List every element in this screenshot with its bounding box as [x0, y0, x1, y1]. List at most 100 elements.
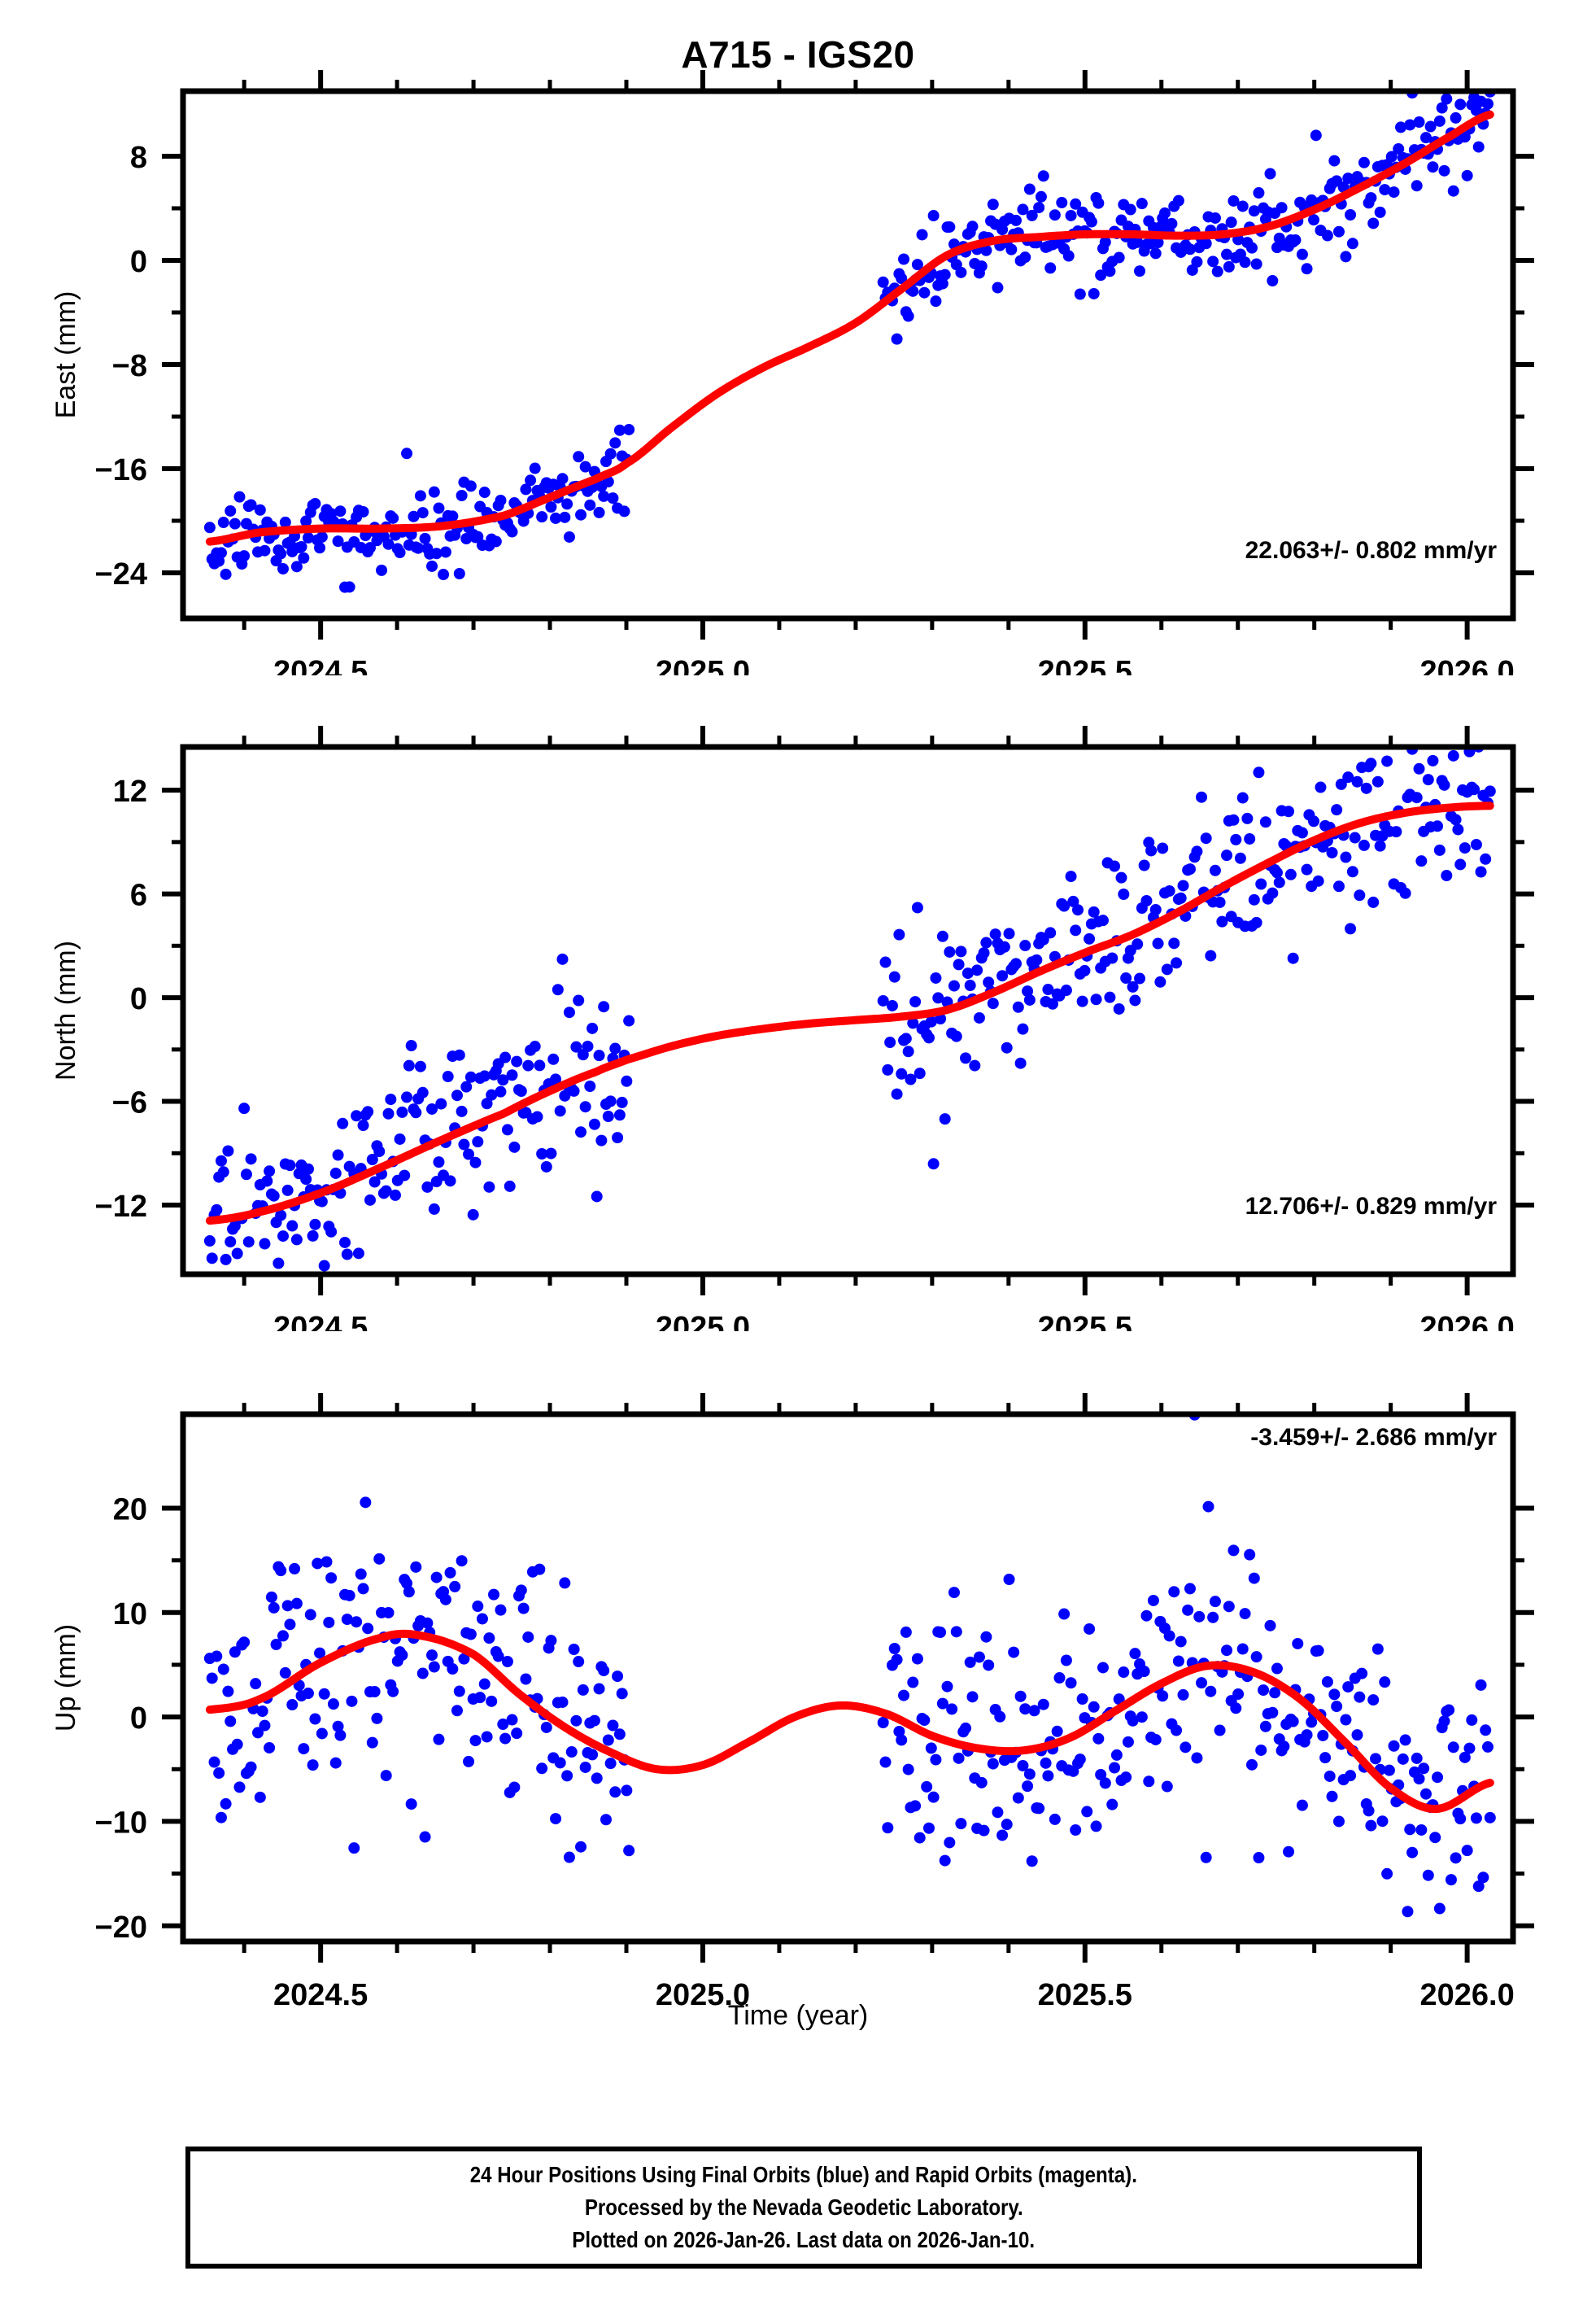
- data-point: [593, 1050, 605, 1062]
- data-point: [1354, 889, 1366, 902]
- data-point: [556, 953, 569, 965]
- data-point: [598, 1665, 610, 1677]
- data-point: [511, 1055, 523, 1068]
- data-point: [998, 941, 1010, 953]
- data-point: [1481, 98, 1494, 110]
- data-point: [550, 1813, 562, 1825]
- data-point: [1477, 1871, 1489, 1884]
- data-point: [215, 1155, 227, 1167]
- data-point: [1461, 169, 1473, 181]
- data-point: [264, 1741, 276, 1754]
- data-point: [318, 1688, 330, 1700]
- data-point: [290, 1597, 303, 1609]
- data-point: [300, 515, 312, 527]
- data-point: [935, 1627, 947, 1639]
- data-point: [1184, 243, 1196, 255]
- data-point: [240, 1168, 252, 1181]
- data-point: [536, 1762, 548, 1775]
- data-point: [1163, 884, 1175, 897]
- data-point: [421, 1617, 434, 1629]
- data-point: [360, 1496, 372, 1509]
- data-point: [623, 423, 635, 435]
- data-point: [1223, 1601, 1235, 1613]
- data-point: [1113, 1002, 1125, 1015]
- data-point: [953, 1752, 965, 1764]
- data-point: [936, 1697, 948, 1710]
- data-point: [1427, 754, 1439, 766]
- data-point: [588, 1714, 600, 1727]
- data-point: [318, 1260, 330, 1272]
- data-point: [416, 507, 429, 519]
- data-point: [220, 568, 232, 580]
- data-point: [467, 1208, 479, 1221]
- data-point: [1115, 871, 1127, 884]
- data-point: [405, 1040, 417, 1052]
- data-point: [1049, 209, 1061, 221]
- data-point: [1207, 255, 1219, 268]
- data-point: [351, 1616, 363, 1628]
- data-point: [1381, 755, 1393, 767]
- data-point: [206, 1672, 218, 1684]
- data-point: [279, 1666, 291, 1679]
- data-point: [1200, 1851, 1212, 1863]
- rate-annotation: -3.459+/- 2.686 mm/yr: [1250, 1424, 1497, 1451]
- data-point: [907, 1017, 919, 1029]
- data-point: [944, 1837, 956, 1849]
- data-point: [1136, 1711, 1148, 1723]
- data-point: [1129, 1648, 1141, 1660]
- data-point: [1138, 1666, 1150, 1678]
- data-point: [891, 1088, 903, 1100]
- data-point: [206, 1252, 218, 1264]
- data-point: [1433, 844, 1446, 856]
- data-point: [1236, 792, 1249, 804]
- data-point: [373, 1553, 386, 1565]
- data-point: [453, 567, 465, 579]
- data-point: [1209, 1596, 1221, 1608]
- data-point: [298, 1743, 310, 1755]
- data-point: [357, 1583, 369, 1595]
- data-point: [568, 1085, 580, 1097]
- data-point: [1065, 1677, 1077, 1689]
- data-point: [215, 547, 227, 559]
- data-point: [1245, 242, 1258, 254]
- data-point: [1023, 1768, 1036, 1780]
- data-point: [203, 1235, 216, 1247]
- data-point: [1351, 1729, 1363, 1741]
- data-point: [577, 1684, 589, 1696]
- data-point: [877, 276, 889, 288]
- data-point: [352, 1247, 364, 1260]
- data-point: [1321, 229, 1333, 242]
- data-point: [428, 1203, 440, 1215]
- data-point: [259, 544, 271, 557]
- caption-box: 24 Hour Positions Using Final Orbits (bl…: [185, 2147, 1422, 2269]
- data-point: [907, 285, 919, 297]
- data-point: [309, 497, 321, 509]
- data-point: [879, 956, 892, 968]
- data-point: [1371, 775, 1384, 788]
- data-point: [921, 1780, 933, 1793]
- data-point: [1001, 1819, 1013, 1831]
- data-point: [1065, 209, 1077, 221]
- data-point: [1365, 1819, 1377, 1832]
- data-point: [1264, 168, 1276, 180]
- data-point: [1081, 1806, 1093, 1818]
- data-point: [217, 1166, 229, 1178]
- data-point: [980, 1631, 992, 1643]
- data-point: [259, 1238, 271, 1250]
- data-point: [458, 1138, 470, 1151]
- data-point: [416, 1086, 429, 1098]
- data-point: [1374, 206, 1386, 218]
- data-point: [277, 1630, 289, 1642]
- data-point: [584, 1080, 596, 1092]
- data-point: [1145, 845, 1158, 857]
- data-point: [587, 1749, 599, 1761]
- data-point: [1328, 155, 1341, 167]
- data-point: [520, 1673, 532, 1685]
- data-point: [1158, 207, 1171, 219]
- data-point: [534, 1059, 546, 1072]
- y-tick-label: −20: [95, 1911, 147, 1945]
- data-point: [449, 1580, 461, 1592]
- data-point: [1074, 288, 1086, 300]
- data-point: [1019, 940, 1031, 952]
- data-point: [1209, 864, 1221, 876]
